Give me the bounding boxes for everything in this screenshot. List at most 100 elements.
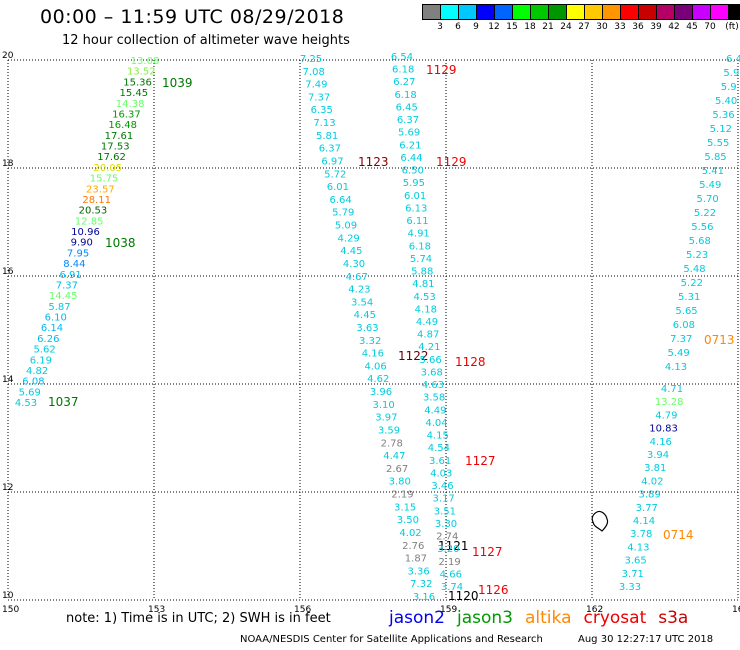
legend-swatch bbox=[585, 5, 603, 19]
wave-height-value: 3.68 bbox=[421, 367, 443, 378]
wave-height-value: 4.66 bbox=[440, 569, 462, 580]
wave-height-value: 5.65 bbox=[675, 306, 697, 317]
wave-height-value: 9.90 bbox=[71, 238, 93, 249]
wave-height-value: 4.49 bbox=[424, 405, 446, 416]
wave-height-value: 6.37 bbox=[319, 144, 341, 155]
legend-label: 39 bbox=[650, 22, 662, 32]
satellite-name: cryosat bbox=[583, 608, 647, 628]
wave-height-value: 3.71 bbox=[622, 569, 644, 580]
wave-height-value: 3.46 bbox=[431, 481, 453, 492]
legend-label: 42 bbox=[668, 22, 680, 32]
wave-height-value: 4.81 bbox=[412, 279, 434, 290]
wave-height-value: 13.52 bbox=[127, 67, 156, 78]
legend-swatch bbox=[495, 5, 513, 19]
wave-height-value: 3.89 bbox=[638, 490, 660, 501]
x-tick-label: 165 bbox=[732, 605, 740, 615]
wave-height-value: 5.41 bbox=[702, 166, 724, 177]
island-outline bbox=[591, 510, 609, 532]
wave-height-value: 5.66 bbox=[419, 355, 441, 366]
wave-height-value: 5.12 bbox=[710, 124, 732, 135]
wave-height-value: 6.97 bbox=[321, 156, 343, 167]
wave-height-value: 20.53 bbox=[79, 206, 108, 217]
wave-height-value: 3.97 bbox=[375, 413, 397, 424]
wave-height-value: 4.04 bbox=[425, 418, 447, 429]
wave-height-value: 6.08 bbox=[673, 320, 695, 331]
wave-height-value: 4.82 bbox=[26, 366, 48, 377]
y-tick-label: 20 bbox=[2, 51, 14, 61]
wave-height-value: 4.21 bbox=[418, 342, 440, 353]
wave-height-value: 4.15 bbox=[427, 431, 449, 442]
legend-label: 15 bbox=[506, 22, 518, 32]
pass-time-label: 1128 bbox=[455, 355, 486, 369]
wave-height-value: 12.85 bbox=[75, 216, 104, 227]
wave-height-value: 4.02 bbox=[641, 476, 663, 487]
wave-height-value: 5.9 bbox=[721, 82, 737, 93]
wave-height-value: 6.64 bbox=[329, 195, 351, 206]
wave-height-value: 3.20 bbox=[437, 544, 459, 555]
wave-height-value: 4.45 bbox=[340, 246, 362, 257]
legend-swatch bbox=[531, 5, 549, 19]
wave-height-value: 3.17 bbox=[433, 494, 455, 505]
wave-height-value: 6.01 bbox=[327, 182, 349, 193]
wave-height-value: 3.78 bbox=[630, 529, 652, 540]
wave-height-value: 3.36 bbox=[407, 566, 429, 577]
wave-height-value: 4.62 bbox=[367, 374, 389, 385]
wave-height-value: 3.59 bbox=[378, 425, 400, 436]
wave-height-value: 6.13 bbox=[405, 203, 427, 214]
wave-height-value: 7.95 bbox=[67, 248, 89, 259]
wave-height-value: 23.57 bbox=[86, 184, 115, 195]
wave-height-value: 3.74 bbox=[441, 582, 463, 593]
wave-height-value: 6.44 bbox=[400, 153, 422, 164]
satellite-name: jason3 bbox=[457, 608, 513, 628]
wave-height-value: 4.67 bbox=[346, 272, 368, 283]
satellite-name: altika bbox=[525, 608, 572, 628]
wave-height-value: 5.23 bbox=[686, 250, 708, 261]
wave-height-value: 5.31 bbox=[678, 292, 700, 303]
x-tick-label: 156 bbox=[294, 605, 311, 615]
pass-time-label: 1120 bbox=[448, 589, 479, 603]
pass-time-label: 1038 bbox=[105, 236, 136, 250]
wave-height-value: 5.49 bbox=[668, 348, 690, 359]
wave-height-value: 7.32 bbox=[410, 579, 432, 590]
legend-label: 36 bbox=[632, 22, 644, 32]
legend-label: 21 bbox=[542, 22, 554, 32]
wave-height-value: 6.18 bbox=[409, 241, 431, 252]
wave-height-value: 3.96 bbox=[370, 387, 392, 398]
footer-credit: NOAA/NESDIS Center for Satellite Applica… bbox=[240, 634, 543, 645]
wave-height-value: 3.33 bbox=[619, 582, 641, 593]
legend-swatch bbox=[711, 5, 729, 19]
legend-label: 70 bbox=[704, 22, 716, 32]
wave-height-value: 5.72 bbox=[324, 169, 346, 180]
x-tick-label: 153 bbox=[148, 605, 165, 615]
wave-height-value: 17.61 bbox=[105, 131, 134, 142]
color-legend: 3 6 9 12 15 18 21 24 27 30 33 36 39 42 45 70 (ft) bbox=[422, 4, 740, 34]
legend-color-bar bbox=[422, 4, 740, 20]
wave-height-value: 3.51 bbox=[434, 506, 456, 517]
wave-height-value: 14.38 bbox=[116, 99, 145, 110]
page-subtitle: 12 hour collection of altimeter wave hei… bbox=[62, 33, 350, 48]
wave-height-value: 6.01 bbox=[404, 191, 426, 202]
wave-height-value: 6.35 bbox=[311, 105, 333, 116]
legend-label: 9 bbox=[473, 22, 479, 32]
wave-height-value: 6.4 bbox=[726, 54, 740, 65]
wave-height-value: 6.27 bbox=[393, 77, 415, 88]
pass-time-label: 1122 bbox=[398, 349, 429, 363]
pass-time-label: 1129 bbox=[426, 63, 457, 77]
wave-height-value: 4.91 bbox=[408, 229, 430, 240]
wave-height-value: 28.11 bbox=[82, 195, 111, 206]
satellite-name: jason2 bbox=[389, 608, 445, 628]
wave-height-value: 3.10 bbox=[373, 400, 395, 411]
pass-time-label: 1123 bbox=[358, 155, 389, 169]
wave-height-value: 5.36 bbox=[712, 110, 734, 121]
legend-label: 3 bbox=[437, 22, 443, 32]
wave-height-value: 7.25 bbox=[300, 54, 322, 65]
wave-height-value: 4.13 bbox=[665, 362, 687, 373]
wave-height-value: 6.08 bbox=[22, 377, 44, 388]
wave-height-value: 4.45 bbox=[354, 310, 376, 321]
legend-swatch bbox=[567, 5, 585, 19]
pass-time-label: 1127 bbox=[472, 545, 503, 559]
legend-label: 12 bbox=[488, 22, 500, 32]
wave-height-value: 4.53 bbox=[15, 398, 37, 409]
wave-height-value: 4.30 bbox=[343, 259, 365, 270]
wave-height-value: 5.68 bbox=[689, 236, 711, 247]
